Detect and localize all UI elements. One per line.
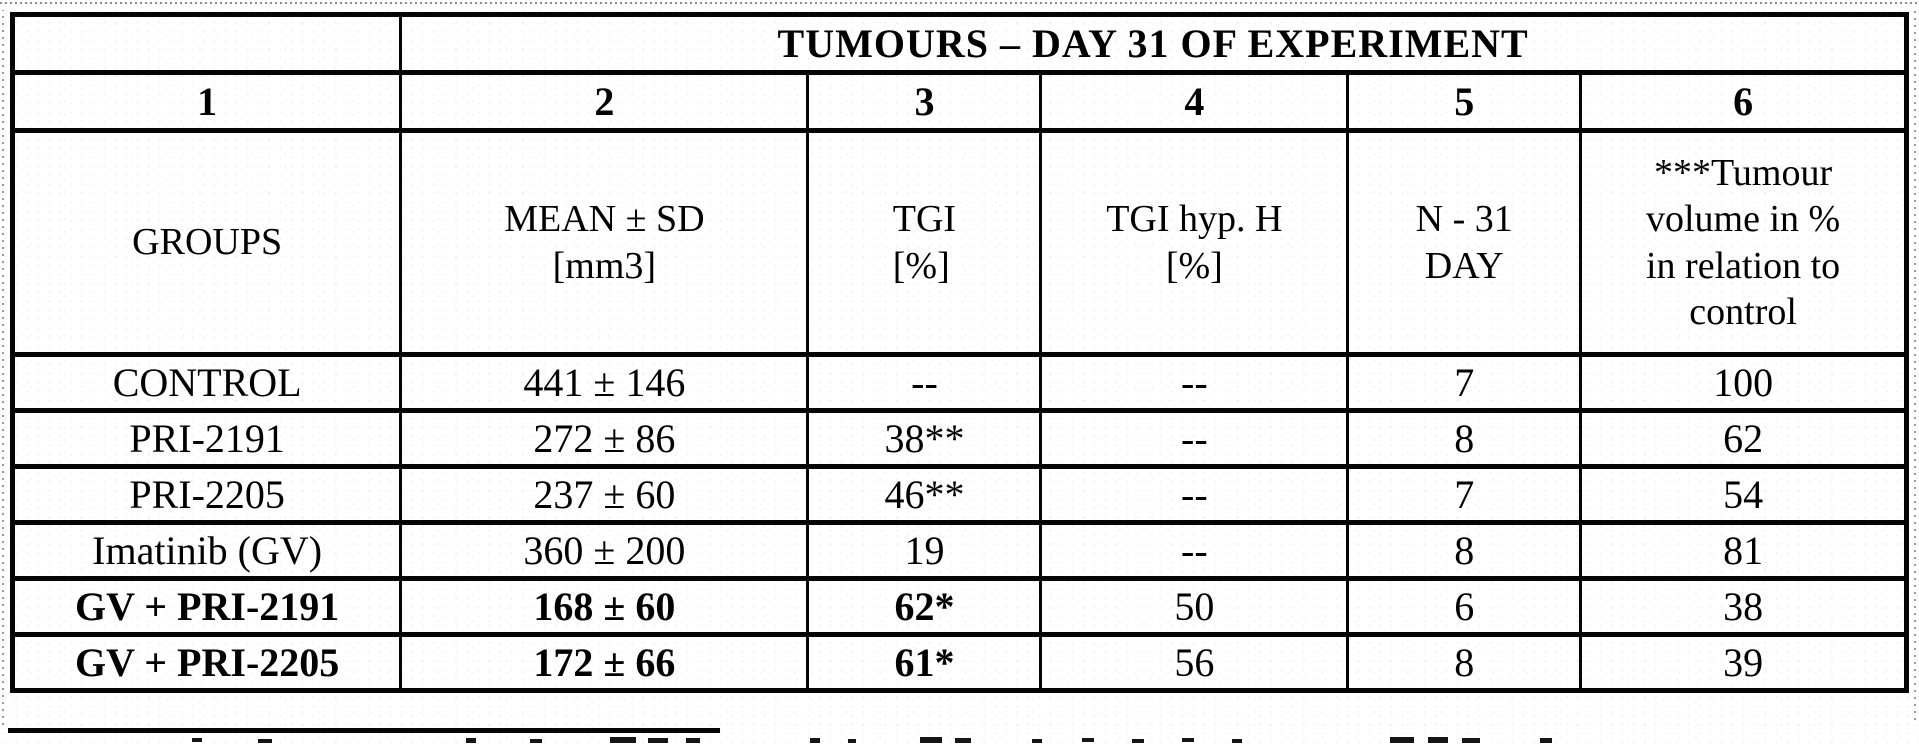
mean-sd-cell: 172 ± 66 <box>399 632 810 693</box>
group-cell: GV + PRI-2191 <box>10 576 403 637</box>
tgi-cell: 38** <box>806 408 1043 469</box>
header-tumour-volume-line4: control <box>1689 290 1797 333</box>
n-cell: 8 <box>1346 520 1583 581</box>
tgi-hyp-cell: -- <box>1039 408 1350 469</box>
table-row-imatinib: Imatinib (GV) 360 ± 200 19 -- 8 81 <box>10 520 1908 581</box>
table-title: TUMOURS – DAY 31 OF EXPERIMENT <box>399 12 1908 75</box>
tgi-cell: 46** <box>806 464 1043 525</box>
volume-cell: 38 <box>1579 576 1908 637</box>
header-row: GROUPS MEAN ± SD [mm3] TGI [%] TGI hyp. … <box>10 128 1908 357</box>
mean-sd-cell: 441 ± 146 <box>399 352 810 413</box>
column-number-2: 2 <box>399 70 810 133</box>
mean-sd-cell: 360 ± 200 <box>399 520 810 581</box>
tgi-hyp-cell: -- <box>1039 352 1350 413</box>
column-number-5: 5 <box>1346 70 1583 133</box>
tgi-cell: 62* <box>806 576 1043 637</box>
column-number-row: 1 2 3 4 5 6 <box>10 70 1908 133</box>
group-cell: Imatinib (GV) <box>10 520 403 581</box>
header-tgi-hyp: TGI hyp. H [%] <box>1039 128 1350 357</box>
table-row-control: CONTROL 441 ± 146 -- -- 7 100 <box>10 352 1908 413</box>
volume-cell: 100 <box>1579 352 1908 413</box>
tgi-hyp-cell: -- <box>1039 520 1350 581</box>
n-cell: 8 <box>1346 632 1583 693</box>
mean-sd-cell: 237 ± 60 <box>399 464 810 525</box>
table-row-pri-2191: PRI-2191 272 ± 86 38** -- 8 62 <box>10 408 1908 469</box>
header-groups: GROUPS <box>10 128 403 357</box>
table-row-pri-2205: PRI-2205 237 ± 60 46** -- 7 54 <box>10 464 1908 525</box>
tgi-cell: 19 <box>806 520 1043 581</box>
group-cell: PRI-2205 <box>10 464 403 525</box>
volume-cell: 54 <box>1579 464 1908 525</box>
tumours-table: TUMOURS – DAY 31 OF EXPERIMENT 1 2 3 4 5… <box>10 12 1909 693</box>
table-row-gv-pri-2205: GV + PRI-2205 172 ± 66 61* 56 8 39 <box>10 632 1908 693</box>
header-mean-sd: MEAN ± SD [mm3] <box>399 128 810 357</box>
header-mean-sd-line2: [mm3] <box>552 244 657 287</box>
table-title-row: TUMOURS – DAY 31 OF EXPERIMENT <box>10 12 1908 75</box>
header-tumour-volume: ***Tumour volume in % in relation to con… <box>1579 128 1908 357</box>
column-number-4: 4 <box>1039 70 1350 133</box>
column-number-1: 1 <box>10 70 403 133</box>
header-tgi-hyp-line1: TGI hyp. H <box>1106 198 1283 241</box>
scan-artifact-right-dotted-line <box>1914 8 1916 720</box>
header-tumour-volume-line2: volume in % <box>1645 198 1841 241</box>
n-cell: 7 <box>1346 352 1583 413</box>
group-cell: PRI-2191 <box>10 408 403 469</box>
column-number-6: 6 <box>1579 70 1908 133</box>
tgi-hyp-cell: 56 <box>1039 632 1350 693</box>
header-mean-sd-line1: MEAN ± SD <box>504 198 705 241</box>
group-cell: CONTROL <box>10 352 403 413</box>
header-tgi-line1: TGI <box>892 198 957 241</box>
column-number-3: 3 <box>806 70 1043 133</box>
volume-cell: 39 <box>1579 632 1908 693</box>
n-cell: 8 <box>1346 408 1583 469</box>
tgi-hyp-cell: -- <box>1039 464 1350 525</box>
tgi-cell: -- <box>806 352 1043 413</box>
cut-off-caption-fragment <box>0 724 1919 745</box>
header-tgi-hyp-line2: [%] <box>1165 244 1223 287</box>
header-tgi: TGI [%] <box>806 128 1043 357</box>
volume-cell: 62 <box>1579 408 1908 469</box>
mean-sd-cell: 272 ± 86 <box>399 408 810 469</box>
n-cell: 6 <box>1346 576 1583 637</box>
header-n-day: N - 31 DAY <box>1346 128 1583 357</box>
header-n-day-line1: N - 31 <box>1415 198 1513 241</box>
header-n-day-line2: DAY <box>1424 244 1504 287</box>
scan-artifact-left-dotted-line <box>2 10 4 725</box>
header-tumour-volume-line3: in relation to <box>1646 244 1841 287</box>
tgi-cell: 61* <box>806 632 1043 693</box>
header-tgi-line2: [%] <box>892 244 950 287</box>
scan-artifact-top-dotted-line <box>0 2 1919 4</box>
header-tumour-volume-line1: ***Tumour <box>1654 151 1833 194</box>
tgi-hyp-cell: 50 <box>1039 576 1350 637</box>
volume-cell: 81 <box>1579 520 1908 581</box>
empty-corner-cell <box>10 12 403 75</box>
table-row-gv-pri-2191: GV + PRI-2191 168 ± 60 62* 50 6 38 <box>10 576 1908 637</box>
n-cell: 7 <box>1346 464 1583 525</box>
mean-sd-cell: 168 ± 60 <box>399 576 810 637</box>
group-cell: GV + PRI-2205 <box>10 632 403 693</box>
